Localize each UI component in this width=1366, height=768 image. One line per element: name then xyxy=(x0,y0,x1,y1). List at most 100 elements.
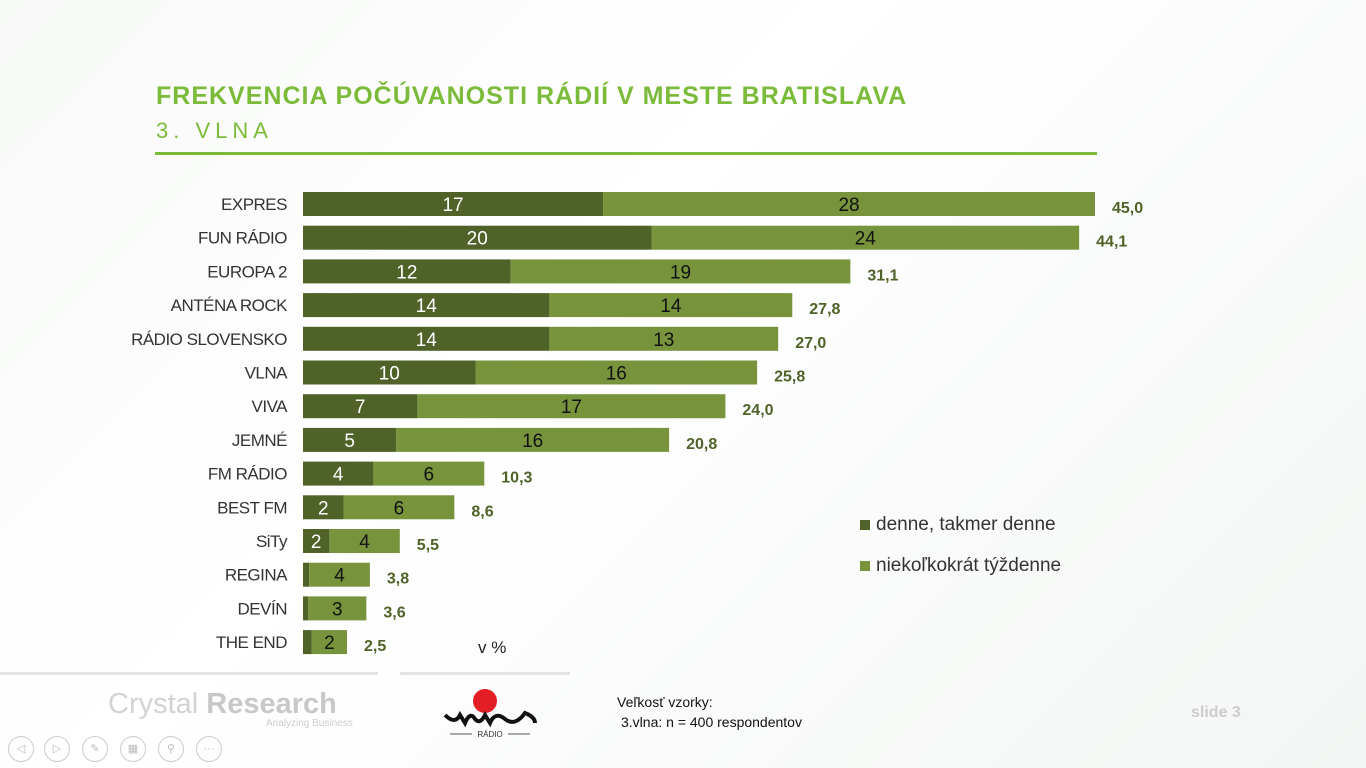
category-label: THE END xyxy=(216,633,287,652)
sample-value: 3.vlna: n = 400 respondentov xyxy=(621,714,802,730)
bar-segment xyxy=(603,192,1095,216)
bar-value-label: 2 xyxy=(318,498,329,519)
legend-item-weekly: niekoľkokrát týždenne xyxy=(860,555,1061,577)
category-label: SiTy xyxy=(256,532,288,551)
bar-value-label: 16 xyxy=(606,364,627,385)
total-label: 10,3 xyxy=(501,470,532,487)
bar-segment xyxy=(303,630,312,655)
bar-value-label: 2 xyxy=(311,532,322,553)
footer-decoration xyxy=(0,672,378,753)
bar-segment xyxy=(303,360,476,385)
bar-segment xyxy=(303,495,344,520)
category-label: RÁDIO SLOVENSKO xyxy=(131,330,287,349)
category-label: DEVÍN xyxy=(238,599,287,618)
bar-segment xyxy=(396,427,670,452)
bar-value-label: 2 xyxy=(324,633,335,654)
viva-radio-logo: RÁDIO xyxy=(443,689,537,739)
total-label: 3,6 xyxy=(383,604,405,621)
bar-segment xyxy=(549,326,779,351)
bar-segment xyxy=(303,326,550,351)
bar-segment xyxy=(303,192,604,216)
legend-swatch xyxy=(860,560,870,571)
bar-segment xyxy=(311,630,347,655)
category-label: BEST FM xyxy=(217,498,287,517)
bar-segment xyxy=(303,461,374,486)
category-label: FM RÁDIO xyxy=(208,465,287,484)
bar-value-label: 4 xyxy=(334,566,345,587)
prev-slide-icon[interactable]: ◁ xyxy=(8,736,34,762)
bar-segment xyxy=(651,225,1080,250)
total-label: 27,0 xyxy=(795,335,826,352)
crystal-research-logo: Crystal Research xyxy=(108,688,337,720)
bar-value-label: 12 xyxy=(396,262,417,283)
bar-segment xyxy=(329,529,400,553)
category-label: JEMNÉ xyxy=(232,431,287,450)
bar-value-label: 14 xyxy=(416,330,438,351)
bar-value-label: 5 xyxy=(344,431,355,452)
pen-icon[interactable]: ✎ xyxy=(82,736,108,762)
bar-segment xyxy=(510,259,851,284)
category-label: REGINA xyxy=(225,566,288,585)
category-label: EUROPA 2 xyxy=(207,262,287,281)
category-label: EXPRES xyxy=(221,195,287,214)
total-label: 8,6 xyxy=(471,503,493,520)
bar-segment xyxy=(303,596,309,621)
bar-segment xyxy=(303,427,397,452)
category-label: VIVA xyxy=(252,397,289,416)
bar-segment xyxy=(309,562,370,587)
legend-item-daily: denne, takmer denne xyxy=(860,514,1056,536)
bar-value-label: 24 xyxy=(855,229,877,250)
bar-value-label: 28 xyxy=(838,195,859,216)
title-divider xyxy=(155,152,1097,155)
bar-value-label: 6 xyxy=(394,498,405,519)
bar-segment xyxy=(303,259,511,284)
total-label: 45,0 xyxy=(1112,200,1143,217)
bar-value-label: 17 xyxy=(442,195,463,216)
bar-segment xyxy=(549,293,793,318)
next-slide-icon[interactable]: ▷ xyxy=(44,736,70,762)
total-label: 25,8 xyxy=(774,369,805,386)
bar-segment xyxy=(303,394,418,419)
bar-segment xyxy=(303,562,310,587)
bar-segment xyxy=(373,461,485,486)
slides-grid-icon[interactable]: ▦ xyxy=(120,736,146,762)
bar-value-label: 7 xyxy=(355,397,366,418)
total-label: 44,1 xyxy=(1096,234,1127,251)
bar-segment xyxy=(303,293,550,318)
zoom-icon[interactable]: ⚲ xyxy=(158,736,184,762)
bar-value-label: 4 xyxy=(333,465,344,486)
sample-label: Veľkosť vzorky: xyxy=(617,694,713,710)
more-options-icon[interactable]: ··· xyxy=(196,736,222,762)
bar-value-label: 16 xyxy=(522,431,543,452)
bar-value-label: 14 xyxy=(660,296,682,317)
bar-value-label: 3 xyxy=(332,599,343,620)
page-subtitle: 3. VLNA xyxy=(156,118,273,143)
footer-decoration xyxy=(400,672,570,753)
bar-segment xyxy=(417,394,726,419)
total-label: 27,8 xyxy=(809,301,840,318)
total-label: 2,5 xyxy=(364,638,386,655)
category-label: VLNA xyxy=(245,364,289,383)
bar-value-label: 6 xyxy=(424,465,435,486)
bar-segment xyxy=(303,225,652,250)
bar-value-label: 13 xyxy=(653,330,674,351)
unit-label: v % xyxy=(478,638,507,657)
brand-tagline: Analyzing Business xyxy=(266,718,353,729)
bar-value-label: 20 xyxy=(467,229,488,250)
bar-segment xyxy=(343,495,455,520)
bar-value-label: 17 xyxy=(561,397,582,418)
bar-segment xyxy=(308,596,367,621)
bar-value-label: 10 xyxy=(379,364,400,385)
category-label: FUN RÁDIO xyxy=(198,229,287,248)
bar-value-label: 19 xyxy=(670,262,691,283)
bar-segment xyxy=(303,529,330,553)
slide-number: slide 3 xyxy=(1191,704,1241,721)
bar-value-label: 4 xyxy=(359,532,370,553)
legend-label: denne, takmer denne xyxy=(876,514,1056,535)
total-label: 24,0 xyxy=(742,402,773,419)
total-label: 5,5 xyxy=(417,537,439,554)
svg-text:RÁDIO: RÁDIO xyxy=(477,730,502,739)
bar-segment xyxy=(475,360,758,385)
bar-value-label: 14 xyxy=(416,296,438,317)
